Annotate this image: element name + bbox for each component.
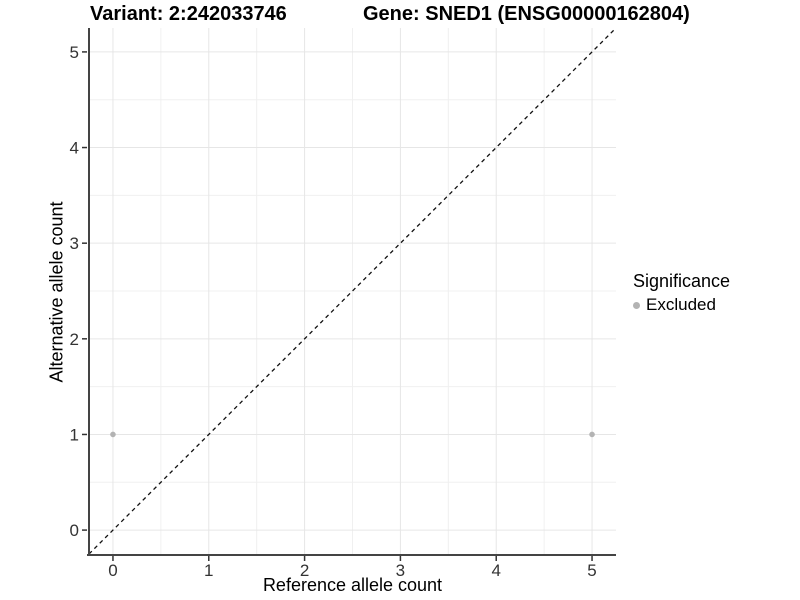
y-tick-label: 2 <box>70 330 79 349</box>
x-tick-label: 2 <box>300 561 309 580</box>
x-axis-title: Reference allele count <box>262 575 443 595</box>
legend-marker-circle <box>633 301 640 309</box>
y-axis-title: Alternative allele count <box>46 201 67 383</box>
data-point <box>110 431 116 438</box>
legend: Significance Excluded <box>633 271 730 315</box>
y-tick-label: 4 <box>70 139 79 158</box>
x-tick-label: 3 <box>396 561 405 580</box>
y-tick-label: 0 <box>70 521 79 540</box>
x-tick-label: 4 <box>491 561 500 580</box>
x-tick-label: 1 <box>204 561 213 580</box>
y-tick-label: 3 <box>70 234 79 253</box>
identity-line <box>88 27 617 555</box>
x-tick-label: 5 <box>587 561 596 580</box>
legend-title: Significance <box>633 271 731 291</box>
plot-title-gene: Gene: SNED1 (ENSG00000162804) <box>363 3 690 25</box>
legend-entry-excluded: Excluded <box>633 295 730 315</box>
plot-title-variant: Variant: 2:242033746 <box>90 3 287 25</box>
legend-entry-label: Excluded <box>646 295 716 314</box>
x-tick-label: 0 <box>108 561 117 580</box>
data-point <box>589 431 595 438</box>
y-tick-label: 1 <box>70 425 79 444</box>
y-tick-label: 5 <box>70 43 79 62</box>
